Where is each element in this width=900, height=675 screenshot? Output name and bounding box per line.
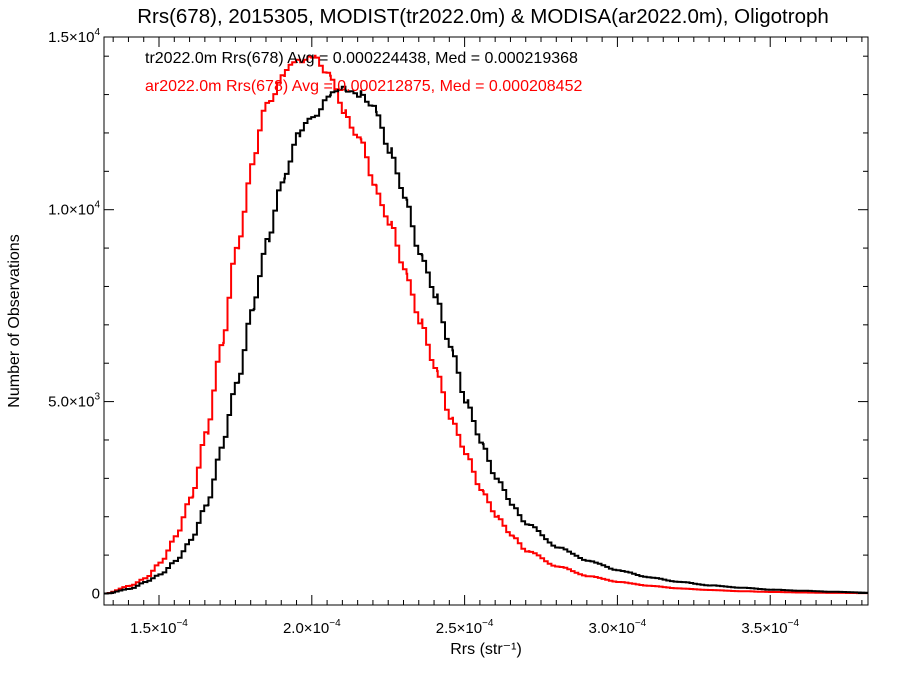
x-tick-label: 1.5×10−4 [130,618,188,637]
x-tick-label: 3.5×10−4 [741,618,799,637]
series-layer [104,54,868,595]
y-tick-label: 1.0×104 [48,200,100,219]
y-axis-label: Number of Observations [6,234,23,407]
chart-title: Rrs(678), 2015305, MODIST(tr2022.0m) & M… [137,5,829,28]
tick-layer: 1.5×10−4 2.0×10−4 2.5×10−4 3.0×10−4 3.5×10−4… [48,27,868,637]
y-tick-label: 5.0×103 [48,392,100,411]
series-2-histogram [104,54,868,595]
x-tick-label: 2.5×10−4 [436,618,494,637]
x-axis-label: Rrs (str⁻¹) [450,641,522,658]
x-tick-label: 2.0×10−4 [283,618,341,637]
series-1-histogram [104,85,868,595]
y-tick-label: 0 [92,585,100,602]
legend-series-2-annotation: ar2022.0m Rrs(678) Avg = 0.000212875, Me… [145,78,582,95]
legend-series-1-annotation: tr2022.0m Rrs(678) Avg = 0.000224438, Me… [145,50,578,67]
y-tick-label: 1.5×104 [48,27,100,46]
plot-frame [103,36,869,606]
x-tick-label: 3.0×10−4 [589,618,647,637]
